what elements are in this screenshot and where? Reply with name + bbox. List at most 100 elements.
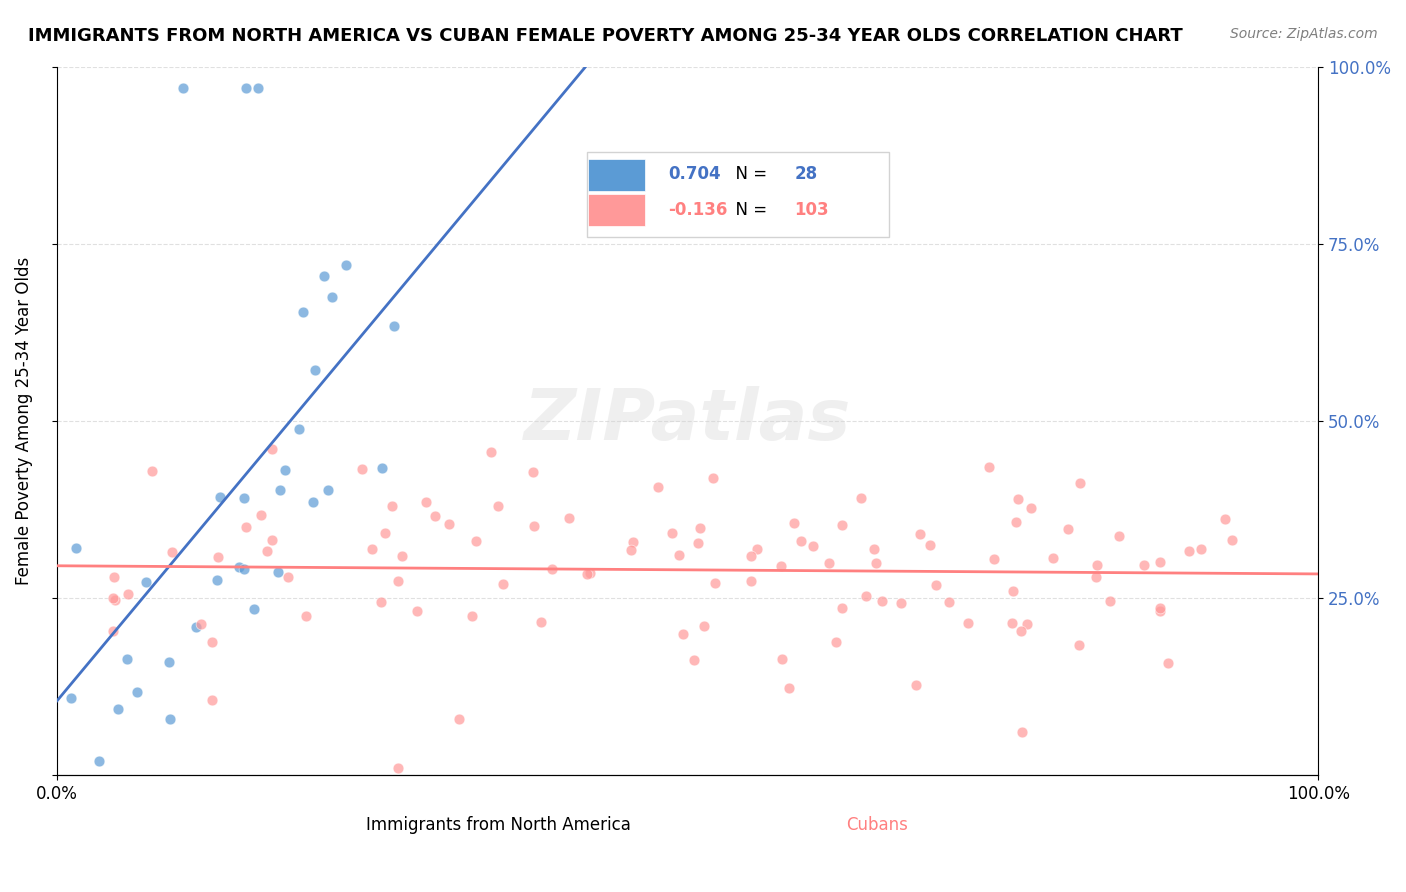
Point [89,754,111,768]
Point [159,712,181,726]
Point [558,510,581,524]
Point [740,549,762,563]
Point [201,635,224,649]
Point [925,578,948,592]
Point [492,576,515,591]
Point [579,566,602,581]
Point [1177,544,1199,558]
Point [464,534,486,549]
Point [391,549,413,564]
Point [790,533,813,548]
Point [783,516,806,531]
Point [831,600,853,615]
Point [910,527,932,541]
Point [101,624,124,638]
Point [740,574,762,589]
Point [243,602,266,616]
Point [115,652,138,666]
Text: 0.704: 0.704 [668,165,721,184]
Point [361,541,384,556]
Point [235,520,257,534]
Point [683,653,706,667]
Point [904,678,927,692]
Point [523,519,546,533]
Point [107,702,129,716]
Point [668,549,690,563]
Point [1149,601,1171,615]
Point [125,685,148,699]
Text: ZIPatlas: ZIPatlas [524,386,851,456]
Text: Source: ZipAtlas.com: Source: ZipAtlas.com [1230,27,1378,41]
Point [661,525,683,540]
Point [863,541,886,556]
Point [1157,657,1180,671]
Point [439,516,461,531]
Point [530,615,553,629]
Text: N =: N = [725,201,773,219]
Text: Cubans: Cubans [846,816,908,834]
Point [267,565,290,579]
Point [247,80,270,95]
Point [382,318,405,333]
Point [938,595,960,609]
Point [208,490,231,504]
Point [101,591,124,605]
Point [374,525,396,540]
Point [620,543,643,558]
Point [770,652,793,666]
Point [1056,522,1078,536]
Point [522,465,544,479]
FancyBboxPatch shape [586,152,890,236]
Point [1108,529,1130,543]
Point [1004,515,1026,529]
Point [335,258,357,272]
Text: R =: R = [612,201,648,219]
Text: IMMIGRANTS FROM NORTH AMERICA VS CUBAN FEMALE POVERTY AMONG 25-34 YEAR OLDS CORR: IMMIGRANTS FROM NORTH AMERICA VS CUBAN F… [28,27,1182,45]
Point [1220,533,1243,548]
Point [1042,550,1064,565]
Point [890,596,912,610]
Y-axis label: Female Poverty Among 25-34 Year Olds: Female Poverty Among 25-34 Year Olds [15,257,32,585]
Point [647,480,669,494]
Point [103,570,125,584]
Point [479,445,502,459]
Point [1010,624,1032,639]
Point [1189,542,1212,557]
Point [425,508,447,523]
Point [277,569,299,583]
Point [117,587,139,601]
Point [256,544,278,558]
Point [702,470,724,484]
Point [104,593,127,607]
Point [1069,476,1091,491]
FancyBboxPatch shape [588,194,644,226]
Point [689,521,711,535]
Point [1017,617,1039,632]
Point [260,442,283,457]
Point [232,562,254,576]
Point [157,656,180,670]
Point [350,461,373,475]
Point [65,541,87,555]
Point [865,556,887,570]
Point [205,574,228,588]
Point [817,556,839,570]
Text: -0.136: -0.136 [668,201,728,219]
Point [1084,570,1107,584]
Point [703,576,725,591]
Point [381,499,404,513]
Point [405,604,427,618]
FancyBboxPatch shape [378,811,422,836]
Point [387,574,409,588]
Point [415,495,437,509]
Point [831,518,853,533]
Point [387,761,409,775]
Point [1098,594,1121,608]
Point [983,552,1005,566]
Point [233,491,256,506]
Point [371,461,394,475]
Point [1002,583,1025,598]
Point [825,635,848,649]
Point [1085,558,1108,573]
Point [693,619,716,633]
